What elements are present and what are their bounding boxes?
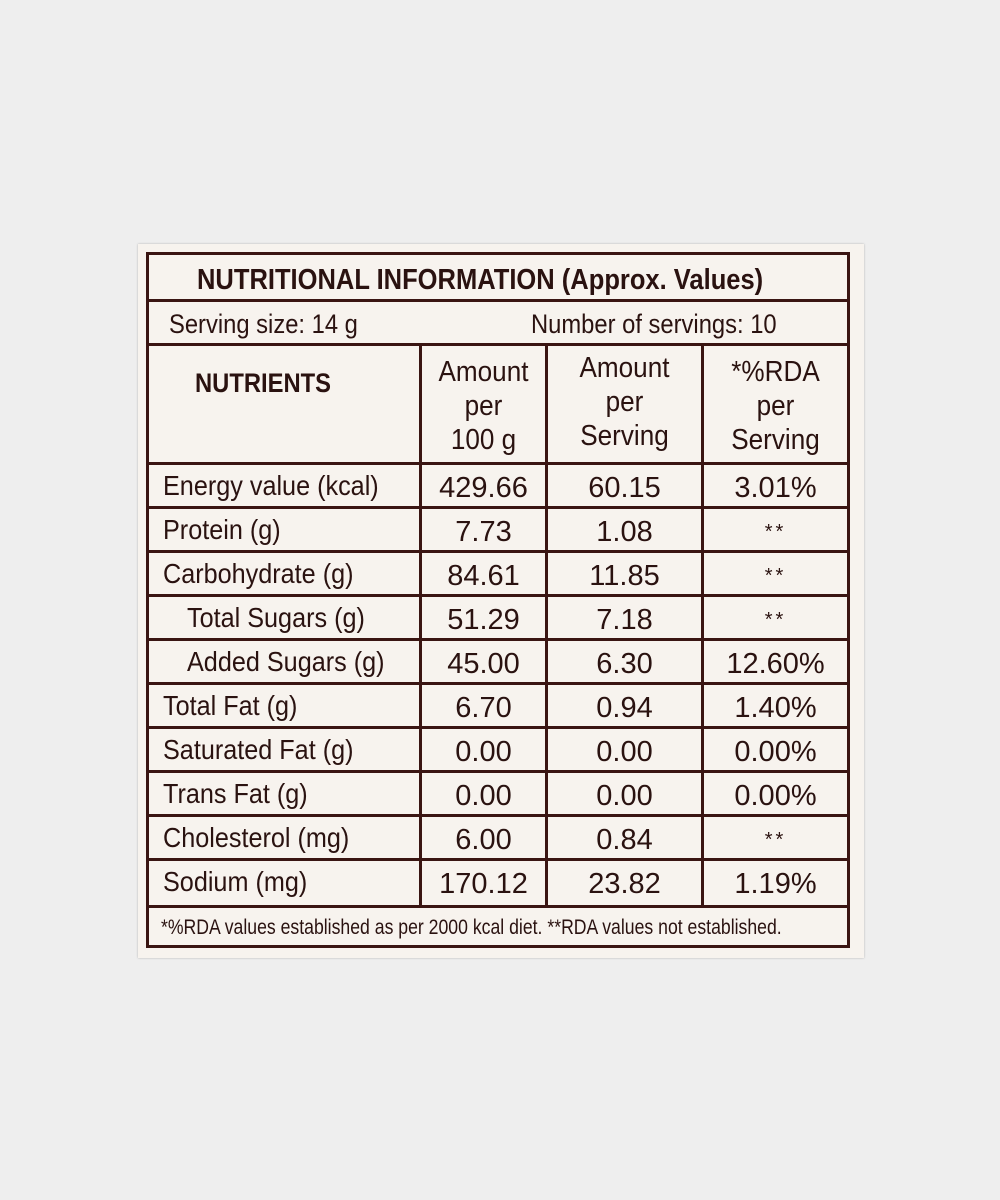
rule-title-bottom: [149, 299, 847, 302]
value-per-serving: 7.18: [596, 604, 653, 636]
nutrient-name: Energy value (kcal): [163, 470, 379, 501]
value-per-serving: 23.82: [588, 868, 661, 900]
value-rda: **: [764, 521, 787, 543]
value-per-100g: 170.12: [439, 868, 528, 900]
value-per-serving: 6.30: [596, 648, 653, 680]
header-rda: *%RDA per Serving: [704, 355, 847, 457]
header-rda-line-2: per: [756, 390, 795, 422]
value-rda: 0.00%: [734, 736, 817, 768]
rule-col-1: [419, 343, 422, 905]
value-per-serving: 0.84: [596, 824, 653, 856]
value-rda: 1.40%: [734, 692, 817, 724]
row-divider: [149, 770, 847, 773]
header-rda-line-3: Serving: [731, 424, 820, 456]
header-per-100g-line-1: Amount: [438, 356, 529, 388]
rule-col-3: [701, 343, 704, 905]
value-per-100g: 84.61: [447, 560, 520, 592]
value-per-100g: 6.00: [455, 824, 512, 856]
nutrition-table: NUTRITIONAL INFORMATION (Approx. Values)…: [146, 252, 850, 948]
servings-count: Number of servings: 10: [531, 309, 777, 339]
rule-serving-bottom: [149, 343, 847, 346]
header-per-serving-line-3: Serving: [580, 420, 669, 452]
row-divider: [149, 594, 847, 597]
row-divider: [149, 726, 847, 729]
nutrient-name: Added Sugars (g): [187, 646, 385, 677]
nutrient-name: Carbohydrate (g): [163, 558, 354, 589]
nutrient-name: Total Sugars (g): [187, 602, 365, 633]
row-divider: [149, 638, 847, 641]
nutrition-label: NUTRITIONAL INFORMATION (Approx. Values)…: [138, 244, 864, 958]
value-rda: 0.00%: [734, 780, 817, 812]
header-per-serving: Amount per Serving: [548, 351, 701, 453]
header-rda-line-1: *%RDA: [731, 356, 820, 388]
row-divider: [149, 858, 847, 861]
value-per-100g: 0.00: [455, 736, 512, 768]
value-per-100g: 45.00: [447, 648, 520, 680]
serving-size: Serving size: 14 g: [169, 309, 358, 339]
value-per-100g: 51.29: [447, 604, 520, 636]
value-rda: 3.01%: [734, 472, 817, 504]
nutrient-name: Total Fat (g): [163, 690, 298, 721]
nutrient-name: Cholesterol (mg): [163, 822, 350, 853]
header-per-100g-line-2: per: [464, 390, 503, 422]
value-rda: **: [764, 609, 787, 631]
value-rda: 12.60%: [726, 648, 825, 680]
rule-header-bottom: [149, 462, 847, 465]
value-per-100g: 7.73: [455, 516, 512, 548]
value-per-100g: 429.66: [439, 472, 528, 504]
row-divider: [149, 682, 847, 685]
header-per-100g: Amount per 100 g: [422, 355, 545, 457]
footnote: *%RDA values established as per 2000 kca…: [161, 916, 782, 939]
row-divider: [149, 814, 847, 817]
nutrient-name: Sodium (mg): [163, 866, 308, 897]
header-per-100g-line-3: 100 g: [450, 424, 517, 456]
value-per-serving: 0.94: [596, 692, 653, 724]
rule-col-2: [545, 343, 548, 905]
nutrient-name: Trans Fat (g): [163, 778, 308, 809]
value-per-serving: 0.00: [596, 780, 653, 812]
value-per-serving: 11.85: [589, 560, 660, 592]
value-rda: **: [764, 829, 787, 851]
label-title: NUTRITIONAL INFORMATION (Approx. Values): [197, 264, 764, 296]
value-per-serving: 1.08: [596, 516, 653, 548]
nutrient-name: Saturated Fat (g): [163, 734, 354, 765]
header-per-serving-line-1: Amount: [579, 352, 670, 384]
value-per-serving: 0.00: [596, 736, 653, 768]
rule-footnote-top: [149, 905, 847, 908]
header-per-serving-line-2: per: [605, 386, 644, 418]
nutrient-name: Protein (g): [163, 514, 281, 545]
row-divider: [149, 550, 847, 553]
value-rda: 1.19%: [734, 868, 817, 900]
value-per-100g: 6.70: [455, 692, 512, 724]
header-nutrients: NUTRIENTS: [195, 368, 331, 398]
row-divider: [149, 506, 847, 509]
value-per-100g: 0.00: [455, 780, 512, 812]
value-rda: **: [764, 565, 787, 587]
value-per-serving: 60.15: [588, 472, 661, 504]
